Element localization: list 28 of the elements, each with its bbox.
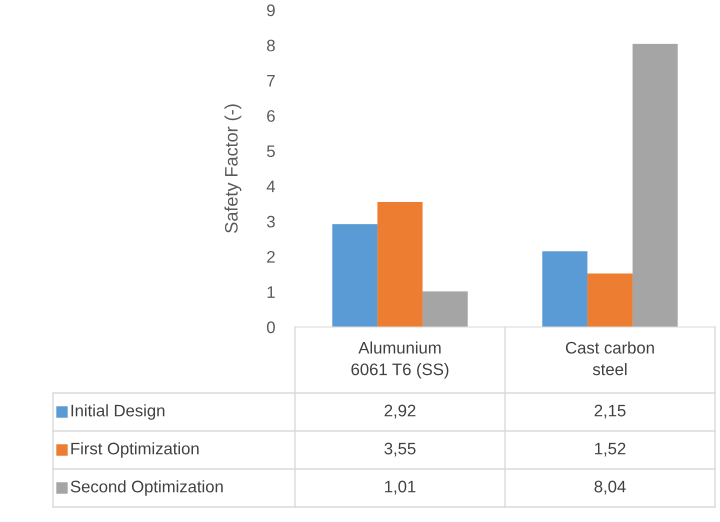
bar [542, 251, 588, 327]
y-tick-label: 5 [266, 145, 275, 158]
y-axis-title: Safety Factor (-) [224, 104, 242, 233]
data-label: 3,55 [384, 442, 416, 456]
y-tick-label: 6 [267, 110, 275, 122]
bar [632, 44, 678, 327]
y-tick-label: 0 [266, 321, 275, 334]
y-tick-label: 3 [266, 216, 275, 228]
data-label: 1,52 [595, 442, 626, 456]
bar [332, 224, 378, 327]
y-tick-label: 4 [266, 180, 276, 192]
bar [587, 273, 633, 327]
legend-label: Second Optimization [70, 480, 223, 496]
legend-label: First Optimization [71, 442, 199, 458]
legend-label: Initial Design [72, 404, 164, 420]
x-tick-label: Cast carbon steel [566, 341, 654, 376]
y-tick-label: 8 [267, 40, 275, 52]
y-tick-label: 2 [267, 250, 275, 263]
bar [377, 202, 423, 327]
x-tick-label: Alumunium 6061 T6 (SS) [351, 341, 448, 379]
data-label: 2,15 [594, 404, 626, 418]
y-tick-label: 7 [267, 75, 275, 86]
data-label: 2,92 [384, 404, 416, 418]
y-tick-label: 9 [267, 4, 275, 16]
data-label: 1,01 [385, 480, 416, 494]
y-tick-label: 1 [268, 286, 275, 298]
bar [422, 291, 468, 327]
data-label: 8,04 [594, 480, 626, 494]
